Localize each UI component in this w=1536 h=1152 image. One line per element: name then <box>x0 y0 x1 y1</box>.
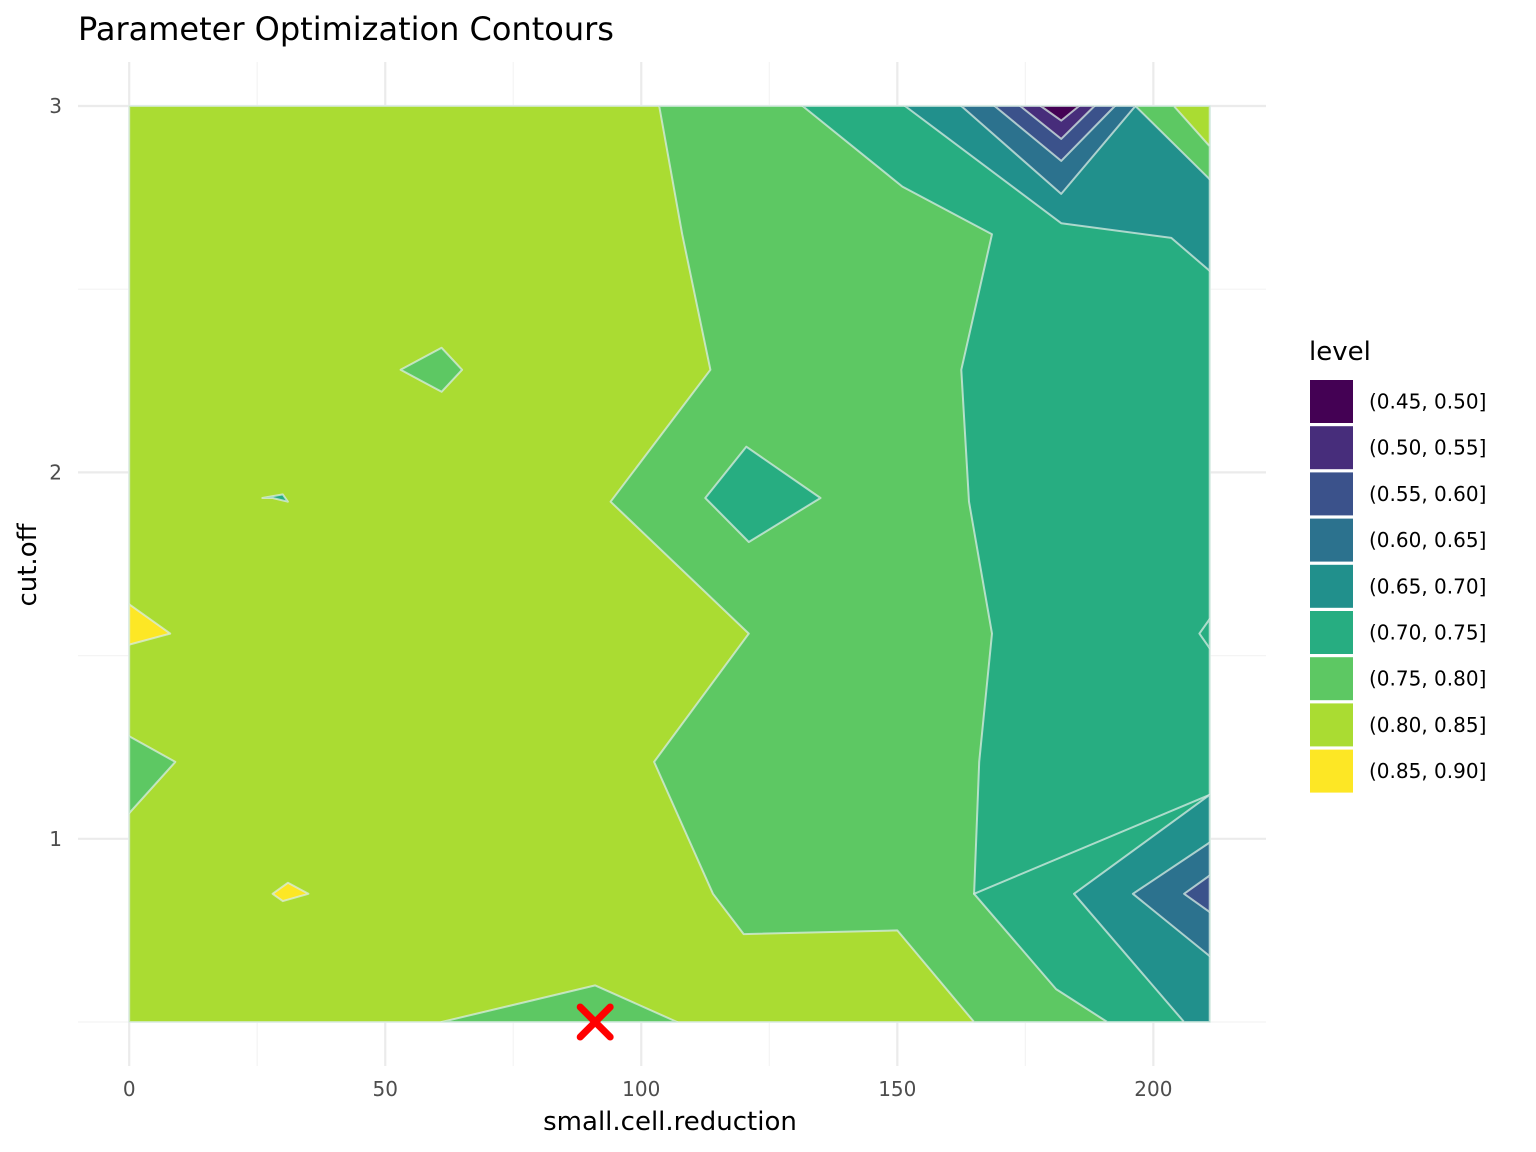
x-axis-ticks: 0 50 100 150 200 <box>123 1077 1173 1101</box>
contour-band <box>399 346 464 393</box>
y-axis-title: cut.off <box>13 522 43 606</box>
x-tick-label: 0 <box>123 1077 136 1101</box>
legend-label: (0.65, 0.70] <box>1369 574 1486 598</box>
legend-swatch <box>1310 657 1353 701</box>
contour-band <box>1134 105 1211 181</box>
x-tick-label: 100 <box>622 1077 660 1101</box>
legend-swatch <box>1310 611 1353 654</box>
contour-band <box>1039 105 1081 122</box>
legend-swatch <box>1310 749 1353 793</box>
contour-band <box>1198 618 1211 650</box>
legend-swatch <box>1310 518 1353 562</box>
contour-band <box>261 493 289 503</box>
chart-title: Parameter Optimization Contours <box>78 10 614 48</box>
contour-band <box>704 445 822 543</box>
legend-label: (0.70, 0.75] <box>1369 621 1486 645</box>
optimum-marker <box>576 1003 614 1041</box>
optimum-marker-stroke <box>576 1003 614 1041</box>
legend-swatch <box>1310 426 1353 470</box>
contour-band <box>1183 874 1211 914</box>
legend-label: (0.85, 0.90] <box>1369 759 1486 783</box>
y-tick-label: 3 <box>49 94 62 118</box>
y-tick-label: 1 <box>49 827 62 851</box>
legend-swatch <box>1310 564 1353 608</box>
legend-label: (0.80, 0.85] <box>1369 713 1486 737</box>
contour-regions <box>128 105 1211 1023</box>
legend-label: (0.50, 0.55] <box>1369 436 1486 460</box>
legend-swatch <box>1310 380 1353 423</box>
contour-band <box>271 881 310 903</box>
legend-swatch <box>1310 703 1353 747</box>
contour-band <box>128 735 177 815</box>
contour-band <box>128 603 172 646</box>
y-axis-ticks: 1 2 3 <box>49 94 62 851</box>
legend-label: (0.75, 0.80] <box>1369 667 1486 691</box>
x-tick-label: 150 <box>878 1077 916 1101</box>
legend-title: level <box>1309 337 1371 367</box>
x-axis-title: small.cell.reduction <box>543 1107 797 1137</box>
contour-band <box>1073 793 1211 1023</box>
legend-swatch <box>1310 472 1353 516</box>
y-tick-label: 2 <box>49 460 62 484</box>
legend-label: (0.45, 0.50] <box>1369 390 1486 414</box>
contour-band <box>440 984 679 1023</box>
x-tick-label: 50 <box>373 1077 398 1101</box>
legend-label: (0.55, 0.60] <box>1369 482 1486 506</box>
x-tick-label: 200 <box>1134 1077 1172 1101</box>
legend: level (0.45, 0.50] (0.50, 0.55] (0.55, 0.6… <box>1309 337 1486 793</box>
legend-label: (0.60, 0.65] <box>1369 528 1486 552</box>
